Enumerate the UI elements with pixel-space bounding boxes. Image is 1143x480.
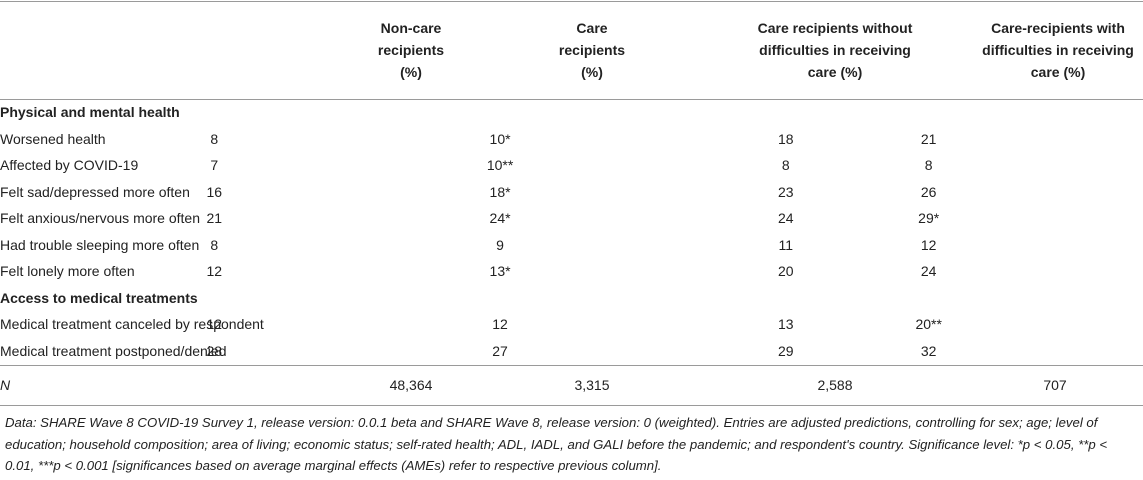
- header-non-care-recipients: Non-care recipients (%): [377, 20, 445, 80]
- cell-value: 23: [778, 183, 794, 200]
- table-row: Felt anxious/nervous more often 21 24* 2…: [0, 205, 1143, 232]
- cell-value: 13: [778, 316, 794, 332]
- cell-value: 10**: [486, 157, 514, 173]
- header-care-recipients: Care recipients (%): [558, 20, 626, 80]
- n-value: 3,315: [574, 377, 610, 393]
- header-rule: [0, 99, 1143, 100]
- cell-value: 8: [210, 236, 219, 253]
- cell-value: 12: [920, 236, 937, 253]
- cell-value: 8: [924, 157, 933, 173]
- table-bottom-rule: [0, 405, 1143, 406]
- cell-value: 12: [492, 316, 508, 332]
- table-row: Medical treatment canceled by respondent…: [0, 311, 1143, 338]
- cell-value: 8: [781, 157, 790, 173]
- cell-value: 8: [210, 130, 219, 147]
- cell-value: 26: [920, 183, 937, 200]
- row-label: Medical treatment postponed/denied: [0, 342, 227, 359]
- row-label: Felt lonely more often: [0, 263, 135, 279]
- header-care-with-difficulties: Care-recipients with difficulties in rec…: [982, 20, 1134, 80]
- table-row: Medical treatment postponed/denied 28 27…: [0, 338, 1143, 365]
- n-value: 707: [1043, 377, 1067, 393]
- cell-value: 10*: [489, 130, 511, 147]
- cell-value: 27: [492, 342, 508, 359]
- row-label: Felt anxious/nervous more often: [0, 210, 200, 226]
- section-row: Physical and mental health: [0, 99, 1143, 126]
- table-row: Affected by COVID-19 7 10** 8 8: [0, 152, 1143, 179]
- table-top-rule: [0, 1, 1143, 2]
- cell-value: 29*: [918, 210, 940, 226]
- cell-value: 12: [206, 263, 223, 279]
- section-title: Access to medical treatments: [0, 289, 198, 306]
- row-label: Had trouble sleeping more often: [0, 236, 200, 253]
- header-care-without-difficulties: Care recipients without difficulties in …: [757, 20, 913, 80]
- row-label: Felt sad/depressed more often: [0, 183, 190, 200]
- table-row: Felt lonely more often 12 13* 20 24: [0, 258, 1143, 285]
- cell-value: 16: [206, 183, 223, 200]
- table-row: Felt sad/depressed more often 16 18* 23 …: [0, 179, 1143, 206]
- table-row: N 48,364 3,315 2,588 707: [0, 366, 1143, 405]
- table-footnote: Data: SHARE Wave 8 COVID-19 Survey 1, re…: [5, 415, 1108, 473]
- cell-value: 20**: [915, 316, 942, 332]
- section-title: Physical and mental health: [0, 104, 180, 120]
- table-row: Had trouble sleeping more often 8 9 11 1…: [0, 232, 1143, 259]
- cell-value: 12: [206, 316, 223, 332]
- cell-value: 21: [920, 130, 937, 147]
- section-row: Access to medical treatments: [0, 285, 1143, 312]
- cell-value: 24: [920, 263, 937, 279]
- cell-value: 7: [210, 157, 219, 173]
- n-row: N 48,364 3,315 2,588 707: [0, 366, 1143, 405]
- n-value: 2,588: [817, 377, 853, 393]
- cell-value: 11: [778, 236, 794, 253]
- cell-value: 28: [206, 342, 223, 359]
- cell-value: 18: [778, 130, 794, 147]
- cell-value: 21: [206, 210, 223, 226]
- cell-value: 32: [920, 342, 937, 359]
- n-value: 48,364: [389, 377, 433, 393]
- cell-value: 20: [778, 263, 794, 279]
- cell-value: 9: [496, 236, 504, 253]
- n-row-top-rule: [0, 365, 1143, 366]
- row-label: Affected by COVID-19: [0, 157, 139, 173]
- cell-value: 29: [778, 342, 794, 359]
- cell-value: 13*: [489, 263, 511, 279]
- cell-value: 24*: [489, 210, 511, 226]
- cell-value: 18*: [489, 183, 511, 200]
- cell-value: 24: [778, 210, 794, 226]
- n-label: N: [0, 377, 11, 393]
- table-row: Worsened health 8 10* 18 21: [0, 126, 1143, 153]
- row-label: Medical treatment canceled by respondent: [0, 316, 264, 332]
- row-label: Worsened health: [0, 130, 106, 147]
- table-body: Physical and mental health Worsened heal…: [0, 99, 1143, 364]
